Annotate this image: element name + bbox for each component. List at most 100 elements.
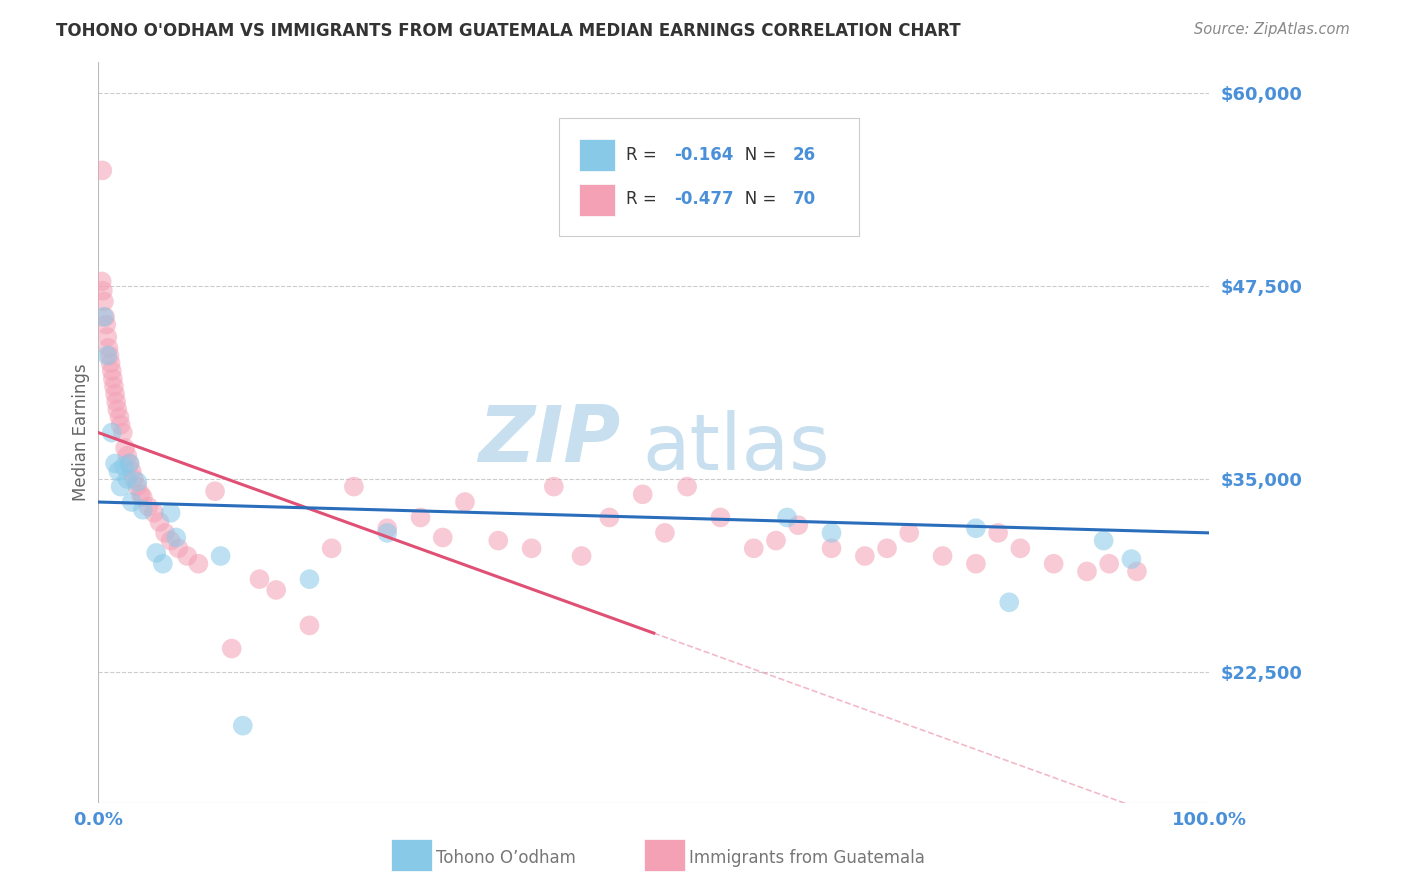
Point <box>543 480 565 494</box>
Point <box>1098 557 1121 571</box>
Point <box>321 541 343 556</box>
Point <box>105 402 128 417</box>
Point <box>1010 541 1032 556</box>
Text: N =: N = <box>730 146 782 164</box>
Y-axis label: Median Earnings: Median Earnings <box>72 364 90 501</box>
Point <box>820 541 842 556</box>
Point <box>787 518 810 533</box>
Point <box>100 356 122 370</box>
Point <box>98 349 121 363</box>
Text: Source: ZipAtlas.com: Source: ZipAtlas.com <box>1194 22 1350 37</box>
Text: 26: 26 <box>793 146 815 164</box>
Point <box>122 472 145 486</box>
Point <box>298 572 321 586</box>
Point <box>765 533 787 548</box>
Point <box>127 480 149 494</box>
Point <box>117 449 139 463</box>
Text: Tohono O’odham: Tohono O’odham <box>436 849 575 867</box>
Point <box>167 541 190 556</box>
Point <box>104 387 127 401</box>
Point <box>676 480 699 494</box>
Point <box>898 525 921 540</box>
Point <box>264 582 287 597</box>
Point <box>375 521 398 535</box>
Point <box>1092 533 1115 548</box>
Text: 70: 70 <box>793 190 815 209</box>
Point <box>709 510 731 524</box>
Point <box>375 525 398 540</box>
Point <box>117 472 139 486</box>
Point <box>820 525 842 540</box>
Point <box>100 364 122 378</box>
Point <box>409 510 432 524</box>
Point <box>209 549 232 563</box>
Point <box>118 457 141 471</box>
Point <box>91 163 114 178</box>
Text: TOHONO O'ODHAM VS IMMIGRANTS FROM GUATEMALA MEDIAN EARNINGS CORRELATION CHART: TOHONO O'ODHAM VS IMMIGRANTS FROM GUATEM… <box>56 22 960 40</box>
Point <box>100 425 122 440</box>
Text: atlas: atlas <box>643 410 830 486</box>
Point <box>91 284 114 298</box>
Point <box>1126 565 1149 579</box>
Point <box>93 310 115 324</box>
Point <box>127 475 149 489</box>
Point <box>965 521 987 535</box>
Point <box>90 275 112 289</box>
Point <box>110 480 132 494</box>
Point <box>96 318 118 332</box>
Point <box>104 457 127 471</box>
Point <box>101 371 124 385</box>
Point <box>176 549 198 563</box>
Point <box>138 500 160 514</box>
Point <box>108 410 131 425</box>
Text: ZIP: ZIP <box>478 402 620 478</box>
Text: R =: R = <box>626 146 662 164</box>
FancyBboxPatch shape <box>579 184 614 216</box>
Point <box>1076 565 1098 579</box>
Point <box>486 533 509 548</box>
Point <box>132 502 155 516</box>
Point <box>965 557 987 571</box>
Point <box>853 549 876 563</box>
Point <box>432 531 454 545</box>
Point <box>114 441 136 455</box>
Point <box>654 525 676 540</box>
Point <box>249 572 271 586</box>
Point <box>159 506 181 520</box>
Point <box>571 549 593 563</box>
Point <box>132 491 155 505</box>
Point <box>129 487 152 501</box>
Point <box>232 719 254 733</box>
Point <box>97 341 120 355</box>
Point <box>221 641 243 656</box>
Text: Immigrants from Guatemala: Immigrants from Guatemala <box>689 849 925 867</box>
Point <box>742 541 765 556</box>
Point <box>121 495 143 509</box>
Point <box>111 425 134 440</box>
FancyBboxPatch shape <box>579 139 614 171</box>
Point <box>96 349 118 363</box>
Point <box>148 515 170 529</box>
Text: R =: R = <box>626 190 662 209</box>
FancyBboxPatch shape <box>560 118 859 236</box>
Text: -0.477: -0.477 <box>673 190 734 209</box>
Point <box>153 525 176 540</box>
Point <box>204 484 226 499</box>
Point <box>343 480 366 494</box>
Point <box>1121 552 1143 566</box>
Text: N =: N = <box>730 190 782 209</box>
Point <box>94 310 117 324</box>
Point <box>298 618 321 632</box>
Point <box>103 379 125 393</box>
Point <box>1042 557 1064 571</box>
Point <box>112 459 135 474</box>
Point <box>876 541 898 556</box>
Point <box>998 595 1021 609</box>
Point <box>159 533 181 548</box>
Point <box>105 394 128 409</box>
Point <box>93 294 115 309</box>
Point <box>520 541 543 556</box>
Point <box>152 557 174 571</box>
Point <box>187 557 209 571</box>
Text: -0.164: -0.164 <box>673 146 733 164</box>
